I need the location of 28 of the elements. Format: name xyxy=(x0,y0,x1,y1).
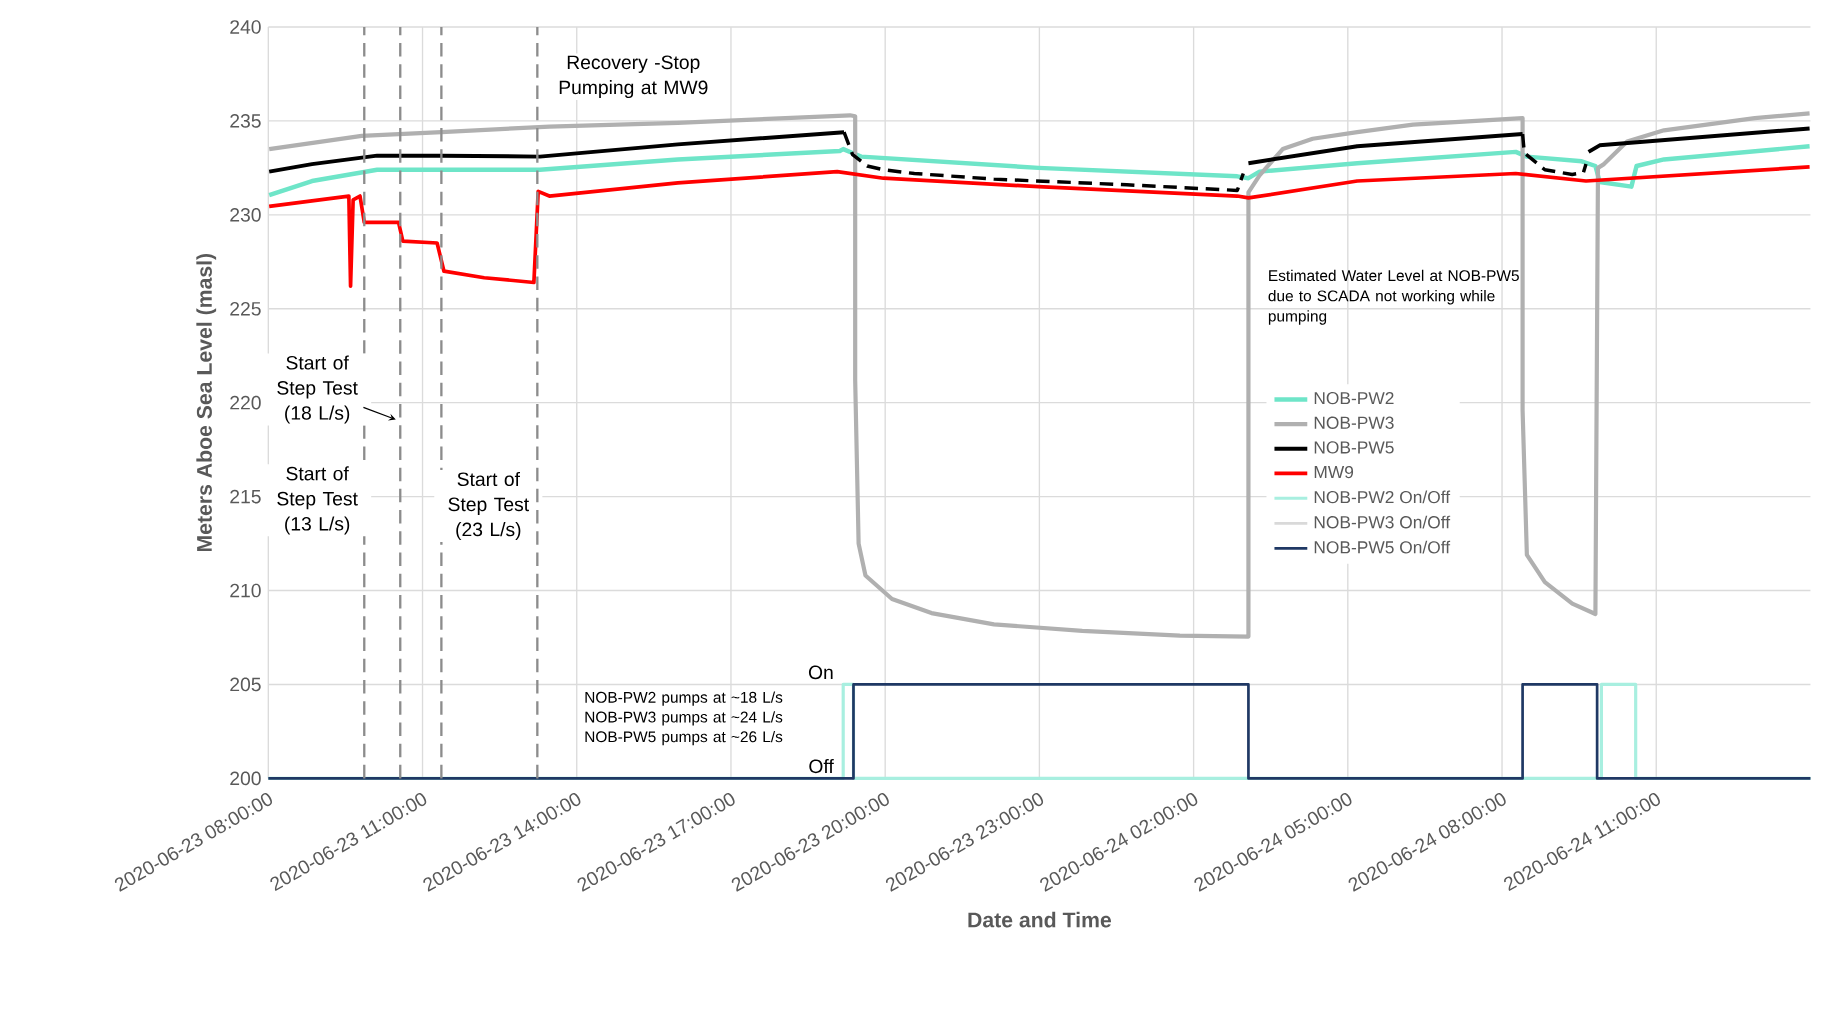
legend-label: NOB-PW3 xyxy=(1314,416,1394,430)
annotation: NOB-PW5 pumps at ~26 L/s xyxy=(585,731,783,746)
annotation: On xyxy=(808,665,833,680)
annotation: NOB-PW2 pumps at ~18 L/s xyxy=(585,691,783,706)
y-tick-label: 240 xyxy=(230,20,261,34)
ref-line-label: Recovery -Stop Pumping at MW9 xyxy=(559,55,708,99)
legend-label: NOB-PW2 xyxy=(1314,392,1394,405)
legend-label: NOB-PW5 xyxy=(1314,441,1394,454)
y-tick-label: 205 xyxy=(230,677,261,692)
y-tick-label: 210 xyxy=(230,583,261,598)
y-tick-label: 225 xyxy=(230,302,261,316)
y-tick-label: 215 xyxy=(230,489,261,504)
ref-line-label: Start of Step Test (13 L/s) xyxy=(277,466,358,535)
legend-label: NOB-PW3 On/Off xyxy=(1314,515,1451,529)
ref-line-label: Start of Step Test (18 L/s) xyxy=(277,355,358,424)
ref-line-label: Start of Step Test (23 L/s) xyxy=(448,472,529,541)
x-axis-title: Date and Time xyxy=(968,911,1112,928)
annotation: Off xyxy=(809,759,834,774)
annotation: NOB-PW3 pumps at ~24 L/s xyxy=(585,711,783,726)
annotation: Estimated Water Level at NOB-PW5 due to SCADA not working while pumping xyxy=(1268,269,1519,325)
y-tick-label: 220 xyxy=(230,395,261,410)
legend-label: NOB-PW5 On/Off xyxy=(1314,540,1451,554)
y-tick-label: 230 xyxy=(230,208,261,222)
legend-label: MW9 xyxy=(1314,465,1354,479)
y-tick-label: 235 xyxy=(230,114,261,128)
y-tick-label: 200 xyxy=(230,771,261,786)
legend-label: NOB-PW2 On/Off xyxy=(1314,490,1451,504)
y-axis-title: Meters Aboe Sea Level (masl) xyxy=(196,254,217,552)
